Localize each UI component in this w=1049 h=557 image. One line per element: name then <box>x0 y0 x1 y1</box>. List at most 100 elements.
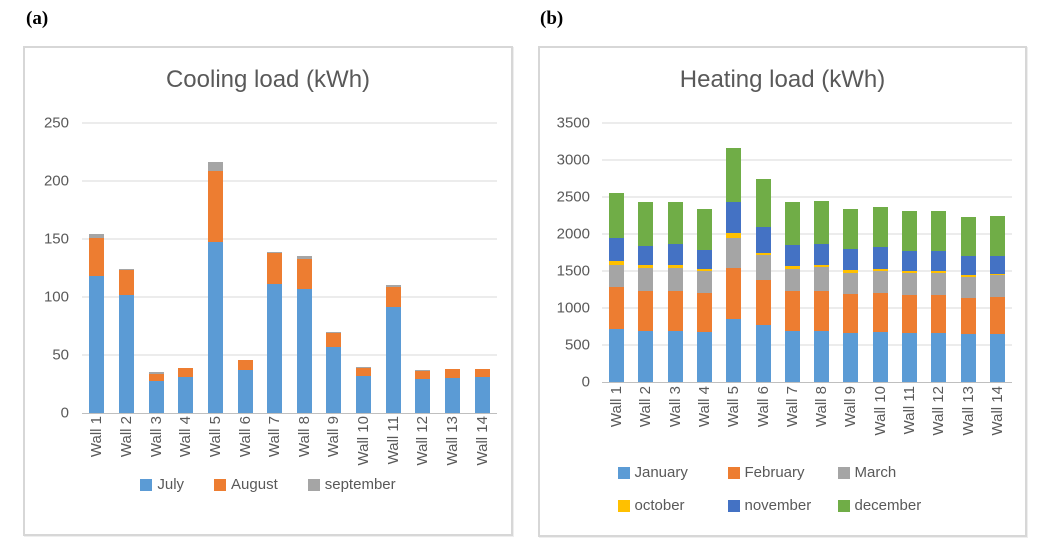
stacked-bar-wall-7 <box>267 123 283 413</box>
x-tick-label-wall-7: Wall 7 <box>266 416 284 458</box>
bar-segment-october <box>726 232 742 239</box>
bar-segment-november <box>755 226 771 253</box>
stacked-bar-wall-13 <box>960 123 976 382</box>
bar-column-wall-4 <box>171 123 201 413</box>
bar-segment-september <box>385 285 401 287</box>
bar-segment-march <box>784 268 800 291</box>
x-tick-label-wall-1: Wall 1 <box>88 416 106 458</box>
march-legend-swatch-icon <box>837 466 850 479</box>
y-tick-label-1500: 1500 <box>556 262 590 280</box>
heating-bars <box>602 123 1012 382</box>
bar-segment-november <box>609 238 625 262</box>
legend-item-august: August <box>214 476 278 493</box>
bar-segment-december <box>814 200 830 245</box>
bar-segment-september <box>207 162 223 171</box>
x-tick-label-wall-8: Wall 8 <box>295 416 313 458</box>
bar-segment-july <box>385 307 401 413</box>
bar-segment-october <box>696 268 712 272</box>
stacked-bar-wall-6 <box>755 123 771 382</box>
legend-item-december: december <box>837 497 948 514</box>
x-tick-cell: Wall 2 <box>631 386 660 466</box>
x-tick-label-wall-10: Wall 10 <box>871 386 889 436</box>
legend-item-november: november <box>727 497 838 514</box>
x-tick-cell: Wall 4 <box>171 416 201 472</box>
bar-segment-january <box>638 330 654 382</box>
bar-segment-december <box>638 201 654 246</box>
panel-a-label: (a) <box>26 8 49 29</box>
bar-segment-august <box>89 237 105 277</box>
bar-column-wall-5 <box>201 123 231 413</box>
bar-segment-december <box>667 202 683 245</box>
legend-item-october: october <box>617 497 728 514</box>
x-tick-cell: Wall 6 <box>748 386 777 466</box>
x-tick-label-wall-4: Wall 4 <box>177 416 195 458</box>
x-tick-cell: Wall 13 <box>953 386 982 466</box>
bar-segment-july <box>415 379 431 413</box>
stacked-bar-wall-5 <box>726 123 742 382</box>
gridline-250 <box>82 122 497 124</box>
bar-segment-november <box>784 244 800 267</box>
bar-segment-august <box>148 373 164 381</box>
bar-segment-august <box>237 359 253 371</box>
x-tick-cell: Wall 4 <box>690 386 719 466</box>
heating-chart-panel: Heating load (kWh) 0 500 1000 1500 2000 2500 3… <box>538 46 1027 537</box>
gridline-2000 <box>602 233 1012 235</box>
y-tick-label-2000: 2000 <box>556 225 590 243</box>
bar-column-wall-13 <box>438 123 468 413</box>
stacked-bar-wall-8 <box>296 123 312 413</box>
bar-segment-july <box>326 346 342 413</box>
legend-label-march: March <box>854 464 897 481</box>
x-tick-cell: Wall 5 <box>719 386 748 466</box>
gridline-150 <box>82 238 497 240</box>
y-tick-label-500: 500 <box>564 336 590 354</box>
bar-segment-january <box>755 325 771 382</box>
bar-column-wall-14 <box>467 123 497 413</box>
stacked-bar-wall-11 <box>901 123 917 382</box>
x-tick-cell: Wall 9 <box>319 416 349 472</box>
x-tick-cell: Wall 8 <box>807 386 836 466</box>
bar-segment-december <box>989 215 1005 257</box>
november-legend-swatch-icon <box>727 499 740 512</box>
legend-label-december: december <box>854 497 922 514</box>
y-tick-label-150: 150 <box>43 230 69 248</box>
heating-plot-area <box>602 122 1012 383</box>
bar-segment-november <box>989 256 1005 274</box>
bar-segment-december <box>609 192 625 239</box>
x-tick-cell: Wall 7 <box>260 416 290 472</box>
stacked-bar-wall-4 <box>178 123 194 413</box>
stacked-bar-wall-13 <box>445 123 460 413</box>
bar-segment-january <box>843 332 859 382</box>
x-tick-cell: Wall 14 <box>467 416 497 472</box>
bar-segment-september <box>267 251 283 253</box>
x-tick-label-wall-9: Wall 9 <box>325 416 343 458</box>
bar-segment-december <box>696 209 712 250</box>
bar-segment-january <box>960 333 976 382</box>
bar-column-wall-7 <box>778 123 807 382</box>
x-tick-cell: Wall 7 <box>778 386 807 466</box>
bar-segment-march <box>755 254 771 281</box>
stacked-bar-wall-4 <box>696 123 712 382</box>
cooling-chart-panel: Cooling load (kWh) 0 50 100 150 200 250 Wall … <box>23 46 513 536</box>
panel-b-label: (b) <box>540 8 564 29</box>
bar-column-wall-2 <box>631 123 660 382</box>
bar-segment-february <box>872 292 888 333</box>
cooling-plot-area <box>82 122 497 414</box>
y-tick-label-2500: 2500 <box>556 188 590 206</box>
stacked-bar-wall-12 <box>415 123 431 413</box>
bar-segment-february <box>638 291 654 331</box>
stacked-bar-wall-14 <box>989 123 1005 382</box>
x-tick-label-wall-11: Wall 11 <box>900 386 918 435</box>
stacked-bar-wall-12 <box>931 123 947 382</box>
bar-column-wall-5 <box>719 123 748 382</box>
bar-segment-july <box>207 242 223 413</box>
bar-segment-march <box>696 271 712 293</box>
bar-segment-october <box>989 274 1005 276</box>
stacked-bar-wall-1 <box>89 123 105 413</box>
cooling-chart-title: Cooling load (kWh) <box>165 66 371 93</box>
x-tick-cell: Wall 14 <box>983 386 1012 466</box>
bar-column-wall-1 <box>602 123 631 382</box>
bar-segment-september <box>118 269 134 271</box>
bar-column-wall-2 <box>112 123 142 413</box>
x-tick-label-wall-14: Wall 14 <box>988 386 1006 436</box>
bar-column-wall-8 <box>807 123 836 382</box>
